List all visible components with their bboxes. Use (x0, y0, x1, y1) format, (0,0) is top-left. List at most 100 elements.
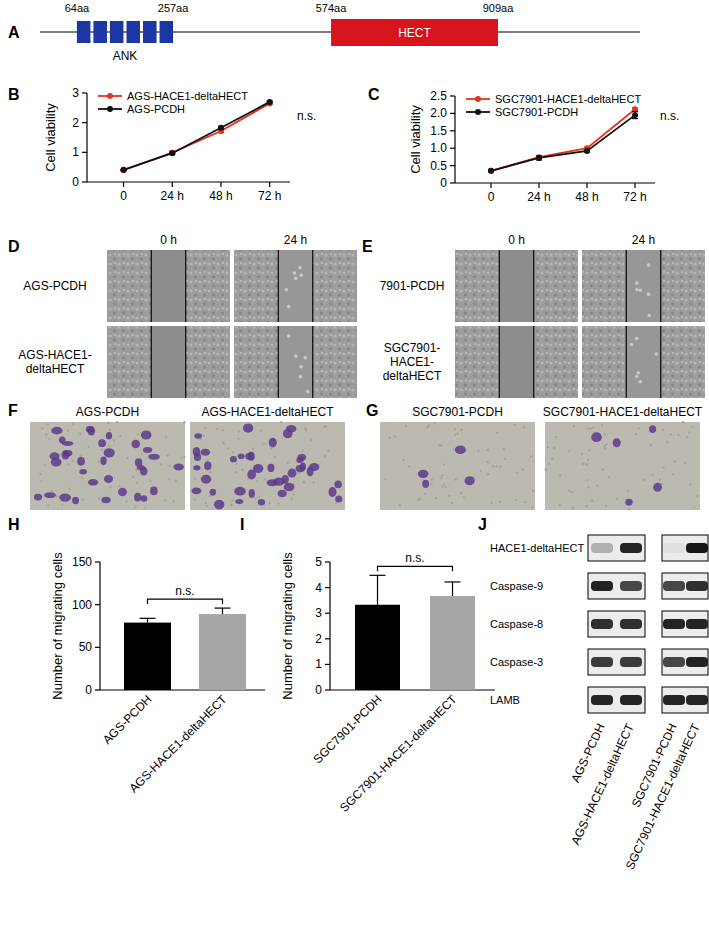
image-bg (30, 422, 185, 510)
stained-cell (649, 425, 656, 433)
y-tick (95, 561, 100, 562)
plot-area (124, 608, 246, 690)
pore (591, 499, 593, 501)
pore (524, 501, 526, 503)
blot-band (591, 581, 613, 591)
legend-marker (475, 96, 481, 102)
stained-cell (309, 463, 319, 471)
pore (477, 450, 479, 452)
panel-label: D (8, 238, 20, 255)
stained-cell (141, 495, 148, 501)
stained-cell (134, 493, 141, 502)
pore (175, 480, 177, 482)
pore (230, 504, 232, 506)
stained-cell (148, 454, 160, 460)
pore (144, 507, 146, 509)
pore (297, 472, 299, 474)
pore (270, 447, 272, 449)
pore (559, 504, 561, 506)
pore (325, 425, 327, 427)
pore (693, 506, 695, 508)
domain-name: ANK (113, 49, 138, 63)
pore (684, 462, 686, 464)
blot-band (591, 543, 613, 553)
pore (452, 449, 454, 451)
row-label: AGS-PCDH (23, 279, 86, 293)
blot-band (591, 619, 613, 629)
pore (424, 493, 426, 495)
blot-frame (662, 573, 708, 599)
x-tick-label: 24 h (161, 189, 184, 203)
pore (553, 447, 555, 449)
y-tick (325, 561, 330, 562)
pore (487, 449, 489, 451)
y-tick (450, 148, 455, 149)
pore (408, 465, 410, 467)
blot-band (620, 581, 642, 591)
pore (241, 469, 243, 471)
stained-cell (204, 462, 211, 471)
row-label: SGC7901-HACE1-deltaHECT (383, 341, 442, 383)
blot-band (620, 619, 642, 629)
error-stem (222, 608, 223, 614)
pore (238, 430, 240, 432)
image-bg (545, 422, 700, 510)
figure: AANK64aa257aaHECT574aa909aaB0123Cell via… (0, 0, 709, 950)
point (584, 148, 590, 154)
stained-cell (245, 453, 254, 460)
point (632, 106, 638, 112)
y-tick (82, 181, 87, 182)
pore (335, 502, 337, 504)
pore (515, 499, 517, 501)
pore (431, 478, 433, 480)
y-axis (99, 562, 100, 690)
pore (132, 476, 134, 478)
migrated-cell (647, 292, 651, 296)
pore (56, 495, 58, 497)
pore (140, 453, 142, 455)
wound-edge (151, 250, 152, 322)
pore (205, 502, 207, 504)
blot-band (620, 657, 642, 667)
y-axis-label: Cell viability (408, 105, 423, 174)
x-tick (172, 182, 173, 187)
repeat-box (126, 21, 140, 43)
pore (227, 447, 229, 449)
pore (571, 491, 573, 493)
stained-cell (243, 423, 253, 432)
wound-edge (533, 250, 534, 322)
blot-band (686, 543, 708, 553)
wound-edge (278, 250, 279, 322)
x-tick-label: AGS-PCDH (100, 692, 155, 747)
stained-cell (464, 476, 474, 485)
panel-label: F (8, 402, 18, 419)
pore (327, 450, 329, 452)
panel-label: E (362, 238, 373, 255)
image-bg (234, 250, 357, 322)
wound-edge (312, 326, 313, 398)
stained-cell (238, 453, 245, 459)
wound-edge (278, 326, 279, 398)
pore (208, 495, 210, 497)
wound-image (107, 326, 230, 398)
domain-name: HECT (398, 26, 431, 40)
blot-band (591, 695, 613, 705)
blot-frame (662, 649, 708, 675)
stained-cell (201, 475, 211, 484)
pore (47, 504, 49, 506)
wound-image (234, 250, 357, 322)
stained-cell (173, 464, 184, 471)
pore (515, 472, 517, 474)
point (536, 155, 542, 161)
y-tick (95, 604, 100, 605)
pore (203, 435, 205, 437)
pore (45, 434, 47, 436)
pore (585, 463, 587, 465)
repeat-box (93, 21, 107, 43)
error-stem (377, 575, 378, 604)
stained-cell (87, 427, 95, 436)
wound-edge (499, 250, 500, 322)
stained-cell (44, 492, 56, 498)
transwell-image (380, 422, 535, 510)
pore (480, 470, 482, 472)
